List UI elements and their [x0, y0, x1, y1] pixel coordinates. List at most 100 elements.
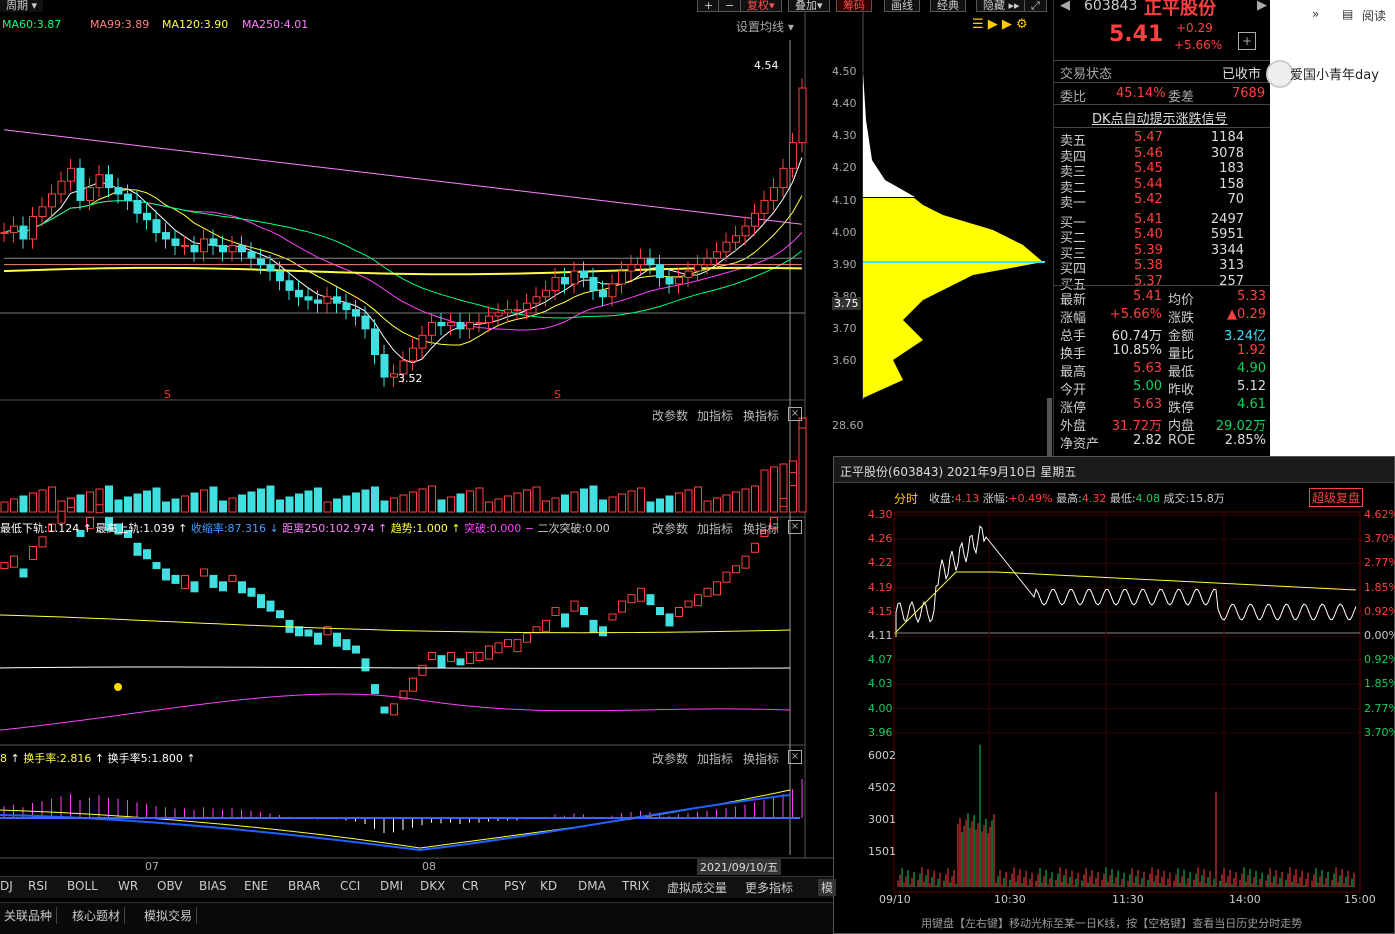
indicator-tab[interactable]: DMI	[380, 879, 404, 893]
period-button[interactable]: 周期 ▾	[0, 0, 44, 12]
ind1-swap-ind[interactable]: 换指标	[743, 522, 780, 536]
indicator-tab[interactable]: BOLL	[67, 879, 98, 893]
ind2-l2: 换手率:2.816	[23, 752, 92, 765]
indicator-tab[interactable]: RSI	[28, 879, 48, 893]
avatar[interactable]	[1266, 60, 1294, 88]
prev-stock-icon[interactable]: ◀	[1060, 0, 1070, 13]
volume-bar	[428, 485, 436, 513]
ind1-candle	[675, 607, 683, 618]
diejia-button[interactable]: 叠加▾	[788, 0, 830, 12]
ind1-candle	[770, 517, 778, 530]
indicator-tab[interactable]: PSY	[504, 879, 527, 893]
volume-bar	[751, 485, 759, 513]
ind1-candle	[599, 626, 607, 637]
ind1-candle	[390, 703, 398, 716]
candle-body	[67, 167, 75, 182]
indicator-tab[interactable]: KD	[540, 879, 558, 893]
choumai-button[interactable]: 筹码	[836, 0, 872, 12]
tab-related[interactable]: 关联品种	[0, 907, 58, 924]
next-stock-icon[interactable]: ▶	[1257, 0, 1267, 13]
jingdian-button[interactable]: 经典	[930, 0, 966, 12]
super-review-button[interactable]: 超级复盘	[1309, 488, 1364, 507]
ind1-candle	[713, 581, 721, 596]
vol-change-param[interactable]: 改参数	[652, 409, 689, 423]
ind2-change-param[interactable]: 改参数	[652, 752, 689, 766]
volume-bar	[285, 496, 294, 513]
candle-body	[523, 302, 531, 311]
username[interactable]: 爱国小青年day	[1290, 68, 1379, 83]
candle-body	[561, 277, 569, 285]
indicator-tab[interactable]: BIAS	[199, 879, 227, 893]
close-icon[interactable]: ×	[788, 520, 802, 534]
ind1-candle	[190, 581, 199, 593]
ind1-change-param[interactable]: 改参数	[652, 522, 689, 536]
ind1-add-ind[interactable]: 加指标	[697, 522, 734, 536]
indicator-tab[interactable]: OBV	[157, 879, 183, 893]
ma-settings-button[interactable]: 设置均线 ▾	[736, 20, 794, 34]
indicator-tab[interactable]: 虚拟成交量	[667, 881, 728, 895]
candle-body	[190, 244, 199, 253]
ind1-candle	[694, 594, 702, 607]
indicator-tab[interactable]: WR	[118, 879, 139, 893]
indicator-tab[interactable]: DKX	[420, 879, 446, 893]
indicator-tab[interactable]: CCI	[340, 879, 361, 893]
indicator-tab[interactable]: DMA	[578, 879, 606, 893]
indicator-tab[interactable]: TRIX	[622, 879, 650, 893]
orderbook-price: 5.40	[1134, 227, 1163, 242]
indicator-tab[interactable]: 模	[818, 879, 837, 896]
huaxian-button[interactable]: 画线	[884, 0, 920, 12]
intraday-frame	[893, 511, 1361, 893]
candle-body	[675, 277, 683, 285]
ind1-candle	[466, 651, 474, 664]
vol-add-ind[interactable]: 加指标	[697, 409, 734, 423]
dk-signal-link[interactable]: DK点自动提示涨跌信号	[1092, 112, 1228, 127]
high-label: 最高:	[1056, 492, 1082, 505]
read-label[interactable]: 阅读	[1362, 9, 1387, 23]
intraday-vol-tick: 3001	[868, 813, 896, 826]
volume-bar	[19, 495, 28, 513]
indicator-tab[interactable]: ENE	[244, 879, 269, 893]
indicator-tab[interactable]: DJ	[0, 879, 13, 893]
status-label: 交易状态	[1060, 67, 1113, 82]
ind1-candle	[684, 600, 693, 608]
tab-core-theme[interactable]: 核心题材	[68, 907, 126, 924]
stat-value: 3.24亿	[1224, 329, 1266, 344]
ind1-candle	[0, 562, 9, 570]
intraday-right-tick: 3.70%	[1364, 725, 1395, 739]
add-watch-icon[interactable]: +	[1238, 32, 1256, 50]
read-icon[interactable]: ▤	[1342, 7, 1354, 21]
ind2-swap-ind[interactable]: 换指标	[743, 752, 780, 766]
indicator-tab[interactable]: 更多指标	[745, 881, 794, 895]
candle-body	[86, 187, 94, 201]
collapse-icon[interactable]: »	[1312, 7, 1320, 21]
intraday-chart[interactable]	[834, 507, 1394, 907]
candle-body	[219, 244, 227, 253]
close-icon[interactable]: ×	[788, 407, 802, 421]
ind1-candle	[152, 562, 161, 570]
intraday-avg-line	[895, 571, 1357, 637]
top-toolbar	[0, 0, 1050, 12]
stat-label: 最低	[1168, 365, 1195, 380]
intraday-left-tick: 4.03	[868, 677, 893, 691]
ind1-candle	[181, 574, 189, 589]
indicator-tab[interactable]: CR	[462, 879, 479, 893]
vol-swap-ind[interactable]: 换指标	[743, 409, 780, 423]
kline-chart[interactable]	[0, 0, 1050, 900]
fuquan-button[interactable]: 复权▾	[740, 0, 782, 12]
last-price: 5.41	[1109, 22, 1164, 47]
volume-bar	[209, 486, 218, 513]
stat-value: ▲0.29	[1227, 307, 1266, 322]
ind1-candle	[504, 639, 512, 648]
fullscreen-icon[interactable]: ⤢	[1024, 0, 1047, 12]
quote-scrollbar[interactable]	[1047, 398, 1052, 456]
close-icon[interactable]: ×	[788, 750, 802, 764]
ind2-add-ind[interactable]: 加指标	[697, 752, 734, 766]
indicator-tab[interactable]: BRAR	[288, 879, 321, 893]
ind1-candle	[10, 555, 18, 568]
orderbook-price: 5.42	[1134, 192, 1163, 207]
intraday-right-tick: 4.62%	[1364, 508, 1395, 521]
tab-sim-trade[interactable]: 模拟交易	[140, 907, 198, 924]
volume-bar	[703, 500, 712, 513]
orderbook-label: 买一	[1060, 215, 1087, 231]
chart-tools-icon[interactable]: ☰ ▶ ▶ ⚙	[972, 17, 1028, 32]
